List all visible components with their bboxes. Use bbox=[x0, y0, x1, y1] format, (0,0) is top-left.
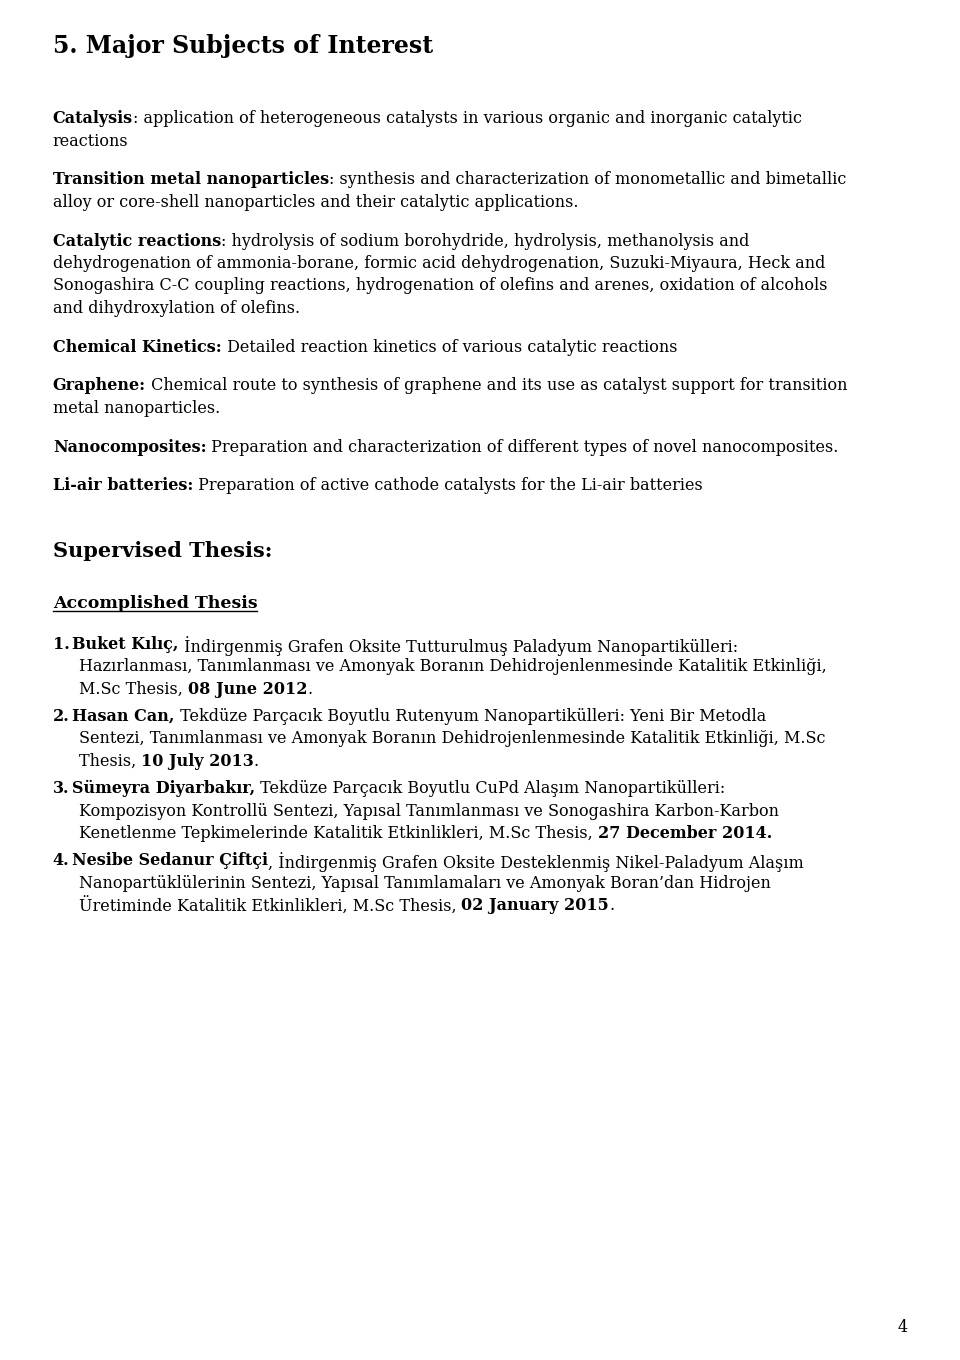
Text: 27 December 2014.: 27 December 2014. bbox=[597, 826, 772, 842]
Text: 3.: 3. bbox=[53, 781, 69, 797]
Text: Nanopartüklülerinin Sentezi, Yapısal Tanımlamaları ve Amonyak Boran’dan Hidrojen: Nanopartüklülerinin Sentezi, Yapısal Tan… bbox=[79, 874, 771, 892]
Text: : application of heterogeneous catalysts in various organic and inorganic cataly: : application of heterogeneous catalysts… bbox=[132, 110, 802, 128]
Text: 08 June 2012: 08 June 2012 bbox=[188, 681, 307, 698]
Text: alloy or core-shell nanoparticles and their catalytic applications.: alloy or core-shell nanoparticles and th… bbox=[53, 194, 578, 211]
Text: Li-air batteries:: Li-air batteries: bbox=[53, 477, 193, 495]
Text: Kompozisyon Kontrollü Sentezi, Yapısal Tanımlanması ve Sonogashira Karbon-Karbon: Kompozisyon Kontrollü Sentezi, Yapısal T… bbox=[79, 802, 779, 820]
Text: Preparation and characterization of different types of novel nanocomposites.: Preparation and characterization of diff… bbox=[206, 439, 839, 456]
Text: Graphene:: Graphene: bbox=[53, 378, 146, 394]
Text: Kenetlenme Tepkimelerinde Katalitik Etkinlikleri, M.Sc Thesis,: Kenetlenme Tepkimelerinde Katalitik Etki… bbox=[79, 826, 597, 842]
Text: : hydrolysis of sodium borohydride, hydrolysis, methanolysis and: : hydrolysis of sodium borohydride, hydr… bbox=[221, 233, 750, 250]
Text: Detailed reaction kinetics of various catalytic reactions: Detailed reaction kinetics of various ca… bbox=[222, 339, 677, 356]
Text: Buket Kılıç,: Buket Kılıç, bbox=[72, 636, 179, 653]
Text: Üretiminde Katalitik Etkinlikleri, M.Sc Thesis,: Üretiminde Katalitik Etkinlikleri, M.Sc … bbox=[79, 898, 462, 915]
Text: Nesibe Sedanur Çiftçi: Nesibe Sedanur Çiftçi bbox=[72, 853, 268, 869]
Text: Tekdüze Parçacık Boyutlu CuPd Alaşım Nanopartikülleri:: Tekdüze Parçacık Boyutlu CuPd Alaşım Nan… bbox=[255, 781, 726, 797]
Text: dehydrogenation of ammonia-borane, formic acid dehydrogenation, Suzuki-Miyaura, : dehydrogenation of ammonia-borane, formi… bbox=[53, 256, 826, 272]
Text: reactions: reactions bbox=[53, 133, 129, 150]
Text: İndirgenmiş Grafen Oksite Tutturulmuş Paladyum Nanopartikülleri:: İndirgenmiş Grafen Oksite Tutturulmuş Pa… bbox=[179, 636, 738, 656]
Text: 4.: 4. bbox=[53, 853, 69, 869]
Text: Thesis,: Thesis, bbox=[79, 753, 141, 770]
Text: 02 January 2015: 02 January 2015 bbox=[462, 898, 610, 914]
Text: 5. Major Subjects of Interest: 5. Major Subjects of Interest bbox=[53, 34, 433, 58]
Text: Tekdüze Parçacık Boyutlu Rutenyum Nanopartikülleri: Yeni Bir Metodla: Tekdüze Parçacık Boyutlu Rutenyum Nanopa… bbox=[175, 709, 766, 725]
Text: 1.: 1. bbox=[53, 636, 69, 653]
Text: Nanocomposites:: Nanocomposites: bbox=[53, 439, 206, 456]
Text: , İndirgenmiş Grafen Oksite Desteklenmiş Nikel-Paladyum Alaşım: , İndirgenmiş Grafen Oksite Desteklenmiş… bbox=[268, 853, 804, 872]
Text: Preparation of active cathode catalysts for the Li-air batteries: Preparation of active cathode catalysts … bbox=[193, 477, 703, 495]
Text: Hasan Can,: Hasan Can, bbox=[72, 709, 175, 725]
Text: .: . bbox=[610, 898, 614, 914]
Text: 2.: 2. bbox=[53, 709, 69, 725]
Text: 4: 4 bbox=[897, 1319, 907, 1336]
Text: Transition metal nanoparticles: Transition metal nanoparticles bbox=[53, 171, 329, 189]
Text: Sonogashira C-C coupling reactions, hydrogenation of olefins and arenes, oxidati: Sonogashira C-C coupling reactions, hydr… bbox=[53, 277, 828, 295]
Text: Hazırlanması, Tanımlanması ve Amonyak Boranın Dehidrojenlenmesinde Katalitik Etk: Hazırlanması, Tanımlanması ve Amonyak Bo… bbox=[79, 658, 827, 676]
Text: .: . bbox=[307, 681, 312, 698]
Text: Supervised Thesis:: Supervised Thesis: bbox=[53, 541, 273, 560]
Text: Sümeyra Diyarbakır,: Sümeyra Diyarbakır, bbox=[72, 781, 255, 797]
Text: : synthesis and characterization of monometallic and bimetallic: : synthesis and characterization of mono… bbox=[329, 171, 847, 189]
Text: Catalysis: Catalysis bbox=[53, 110, 132, 128]
Text: M.Sc Thesis,: M.Sc Thesis, bbox=[79, 681, 188, 698]
Text: .: . bbox=[253, 753, 259, 770]
Text: Chemical Kinetics:: Chemical Kinetics: bbox=[53, 339, 222, 356]
Text: metal nanoparticles.: metal nanoparticles. bbox=[53, 400, 220, 416]
Text: Accomplished Thesis: Accomplished Thesis bbox=[53, 596, 257, 612]
Text: and dihydroxylation of olefins.: and dihydroxylation of olefins. bbox=[53, 301, 300, 317]
Text: Chemical route to synthesis of graphene and its use as catalyst support for tran: Chemical route to synthesis of graphene … bbox=[146, 378, 848, 394]
Text: Sentezi, Tanımlanması ve Amonyak Boranın Dehidrojenlenmesinde Katalitik Etkinliğ: Sentezi, Tanımlanması ve Amonyak Boranın… bbox=[79, 730, 826, 748]
Text: Catalytic reactions: Catalytic reactions bbox=[53, 233, 221, 250]
Text: 10 July 2013: 10 July 2013 bbox=[141, 753, 253, 770]
